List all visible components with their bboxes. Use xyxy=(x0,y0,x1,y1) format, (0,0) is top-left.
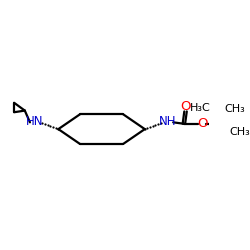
Text: H₃C: H₃C xyxy=(190,103,210,113)
Text: NH: NH xyxy=(159,116,177,128)
Text: O: O xyxy=(197,117,208,130)
Text: HN: HN xyxy=(26,116,43,128)
Text: CH₃: CH₃ xyxy=(224,104,245,114)
Text: CH₃: CH₃ xyxy=(229,127,250,137)
Text: O: O xyxy=(180,100,191,114)
